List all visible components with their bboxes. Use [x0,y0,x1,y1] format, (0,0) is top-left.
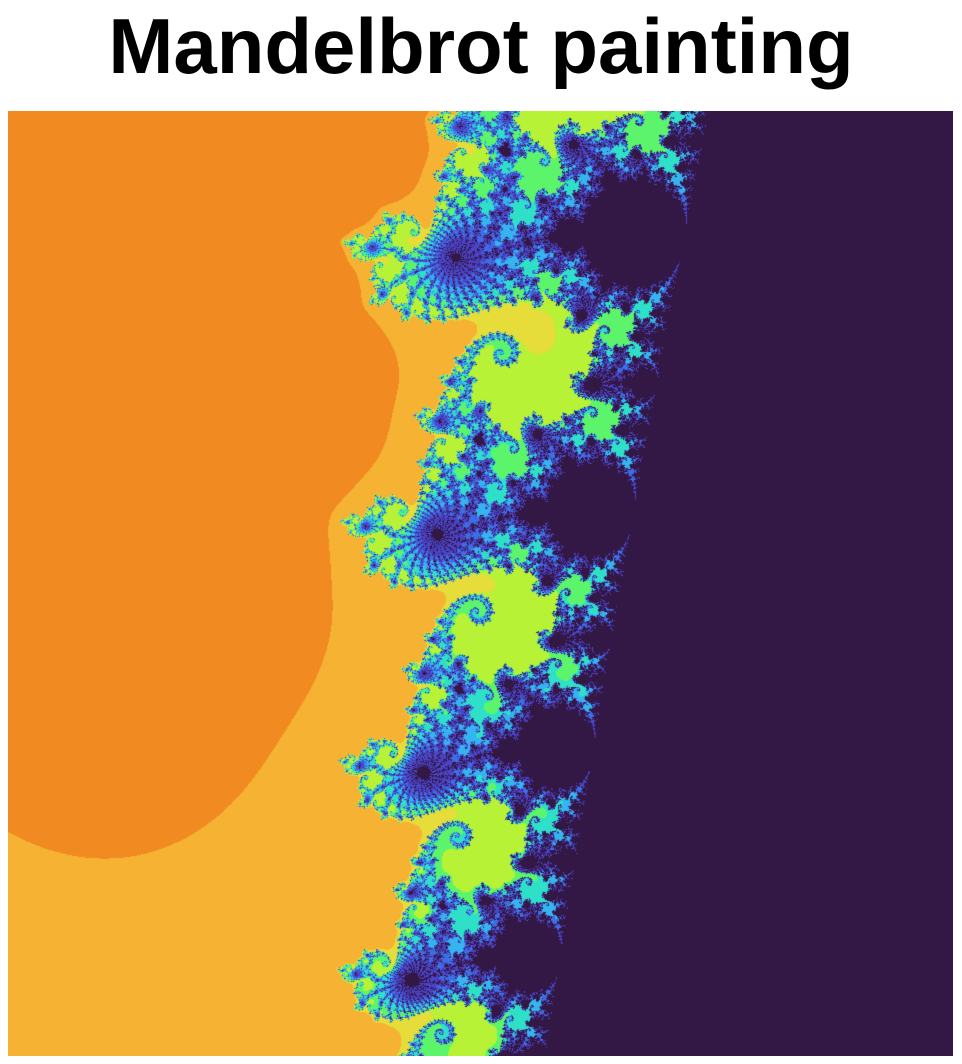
mandelbrot-canvas [8,111,953,1056]
fractal-image [8,111,953,1056]
page-title: Mandelbrot painting [108,2,854,90]
